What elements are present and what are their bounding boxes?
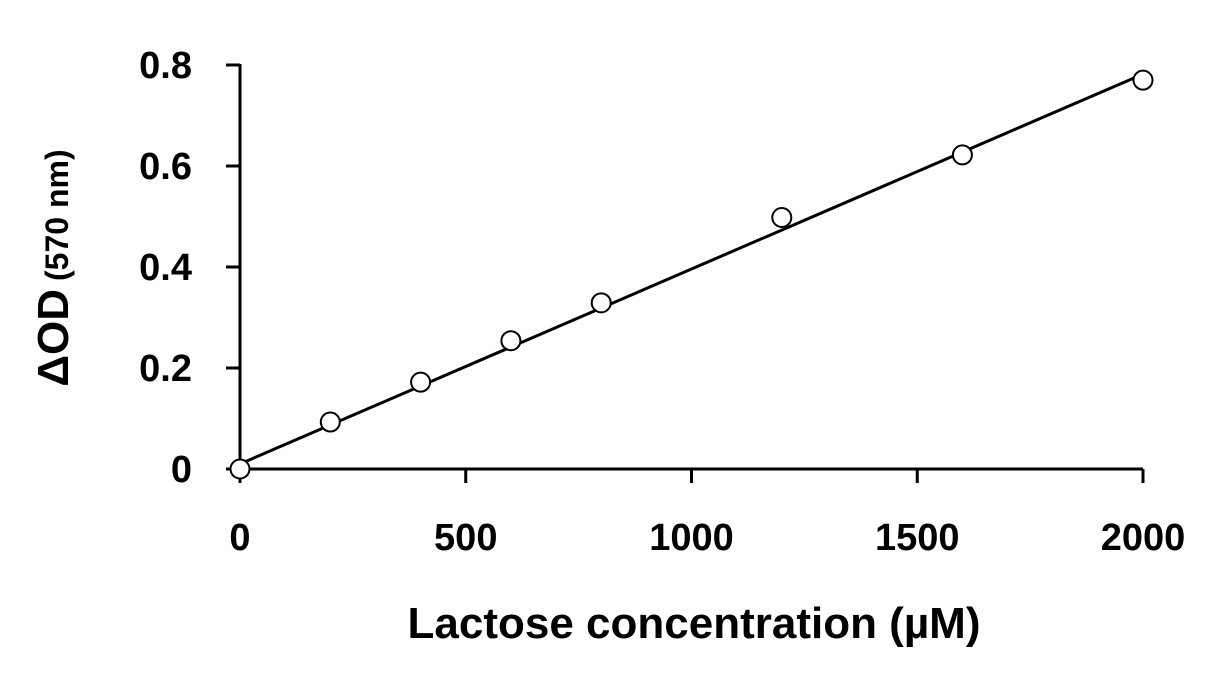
data-point	[771, 207, 793, 229]
fit-line	[239, 72, 1144, 466]
x-axis-title: Lactose concentration (µM)	[408, 599, 981, 648]
y-tick-label: 0.6	[139, 146, 192, 188]
data-point	[500, 330, 522, 352]
data-point	[319, 411, 341, 433]
data-point	[1132, 69, 1154, 91]
y-ticks: 0 0.2 0.4 0.6 0.8	[139, 45, 240, 491]
x-tick-label: 1500	[875, 517, 960, 559]
y-axis-title-unit: (570 nm)	[39, 149, 75, 281]
y-tick-label: 0.4	[139, 247, 192, 289]
x-tick-label: 0	[229, 517, 250, 559]
y-tick-label: 0.2	[139, 348, 192, 390]
data-point	[410, 371, 432, 393]
data-point	[590, 292, 612, 314]
fit	[239, 72, 1144, 466]
x-ticks: 0 500 1000 1500 2000	[229, 469, 1185, 559]
x-tick-label: 500	[434, 517, 497, 559]
y-tick-label: 0	[171, 449, 192, 491]
y-axis-title-main: ΔOD	[29, 289, 78, 387]
axes	[238, 64, 1143, 471]
y-axis-title: ΔOD (570 nm)	[29, 149, 78, 386]
data-point	[229, 458, 251, 480]
x-tick-label: 2000	[1101, 517, 1186, 559]
y-tick-label: 0.8	[139, 45, 192, 87]
data-point	[951, 144, 973, 166]
data-points	[229, 69, 1154, 480]
x-tick-label: 1000	[649, 517, 734, 559]
